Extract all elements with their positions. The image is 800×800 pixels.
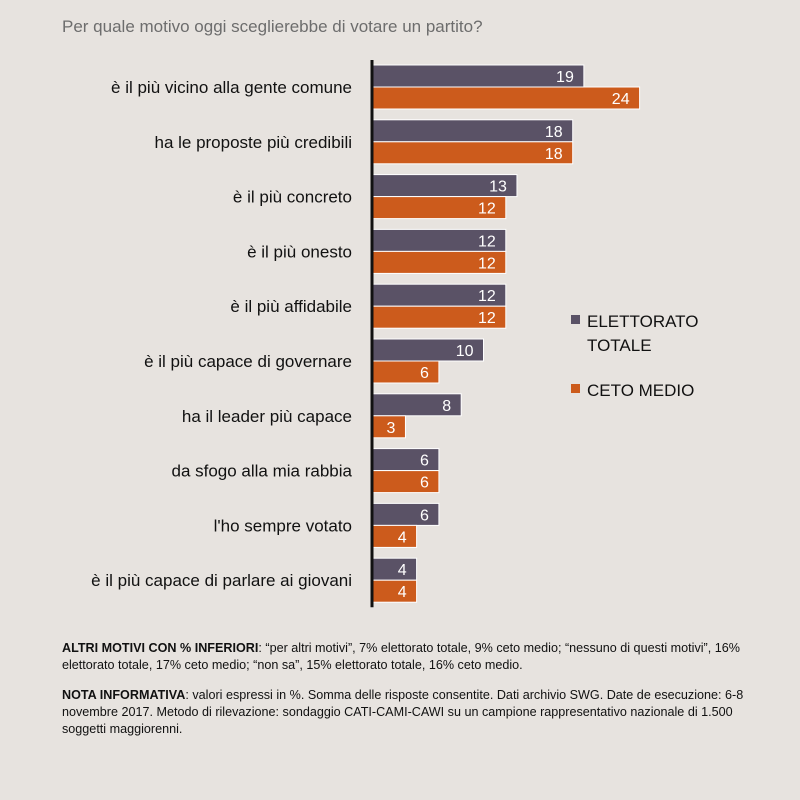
value-label-ceto-medio-3: 12 — [478, 255, 496, 272]
category-label-e-il-piu-vicino-alla-gente-comune: è il più vicino alla gente comune — [111, 78, 352, 97]
note-altri-motivi-text: : “per altri motivi”, 7% elettorato tota… — [62, 641, 740, 672]
bar-ceto-medio-1 — [371, 141, 574, 165]
bar-ceto-medio-9 — [371, 579, 418, 603]
legend-label-elettorato-totale-line1: ELETTORATO — [587, 312, 698, 331]
legend-label-ceto-medio: CETO MEDIO — [587, 381, 694, 400]
category-label-e-il-piu-onesto: è il più onesto — [247, 242, 352, 261]
bar-ceto-medio-0 — [371, 86, 641, 110]
value-label-elettorato-totale-1: 18 — [545, 124, 563, 141]
value-label-elettorato-totale-9: 4 — [398, 562, 407, 579]
note-altri-motivi: ALTRI MOTIVI CON % INFERIORI: “per altri… — [62, 640, 774, 674]
category-labels: è il più vicino alla gente comune ha le p… — [91, 78, 352, 590]
legend-swatch-ceto-medio — [571, 384, 580, 393]
note-informativa-label: NOTA INFORMATIVA — [62, 688, 186, 702]
value-label-ceto-medio-6: 3 — [387, 420, 396, 437]
category-label-e-il-piu-capace-di-parlare-ai-giovani: è il più capace di parlare ai giovani — [91, 571, 352, 590]
value-label-elettorato-totale-7: 6 — [420, 453, 429, 470]
bar-elettorato-totale-1 — [371, 119, 574, 143]
value-label-ceto-medio-4: 12 — [478, 310, 496, 327]
category-label-e-il-piu-concreto: è il più concreto — [233, 188, 352, 207]
value-label-ceto-medio-5: 6 — [420, 365, 429, 382]
note-informativa-text: : valori espressi in %. Somma delle risp… — [62, 688, 744, 736]
category-label-ha-il-leader-piu-capace: ha il leader più capace — [182, 407, 352, 426]
bar-elettorato-totale-0 — [371, 64, 585, 88]
value-label-ceto-medio-2: 12 — [478, 201, 496, 218]
note-altri-motivi-label: ALTRI MOTIVI CON % INFERIORI — [62, 641, 259, 655]
value-label-elettorato-totale-8: 6 — [420, 507, 429, 524]
value-label-elettorato-totale-3: 12 — [478, 233, 496, 250]
value-label-elettorato-totale-5: 10 — [456, 343, 474, 360]
value-label-ceto-medio-1: 18 — [545, 146, 563, 163]
category-label-ha-le-proposte-piu-credibili: ha le proposte più credibili — [154, 133, 352, 152]
value-label-elettorato-totale-2: 13 — [489, 179, 507, 196]
value-label-ceto-medio-9: 4 — [398, 584, 407, 601]
category-label-l-ho-sempre-votato: l'ho sempre votato — [214, 516, 352, 535]
category-label-da-sfogo-alla-mia-rabbia: da sfogo alla mia rabbia — [171, 462, 352, 481]
value-label-ceto-medio-0: 24 — [612, 91, 630, 108]
category-label-e-il-piu-capace-di-governare: è il più capace di governare — [144, 352, 352, 371]
value-label-ceto-medio-7: 6 — [420, 475, 429, 492]
category-label-e-il-piu-affidabile: è il più affidabile — [230, 297, 352, 316]
bar-elettorato-totale-9 — [371, 557, 418, 581]
notes: ALTRI MOTIVI CON % INFERIORI: “per altri… — [62, 640, 774, 751]
legend-label-elettorato-totale-line2: TOTALE — [587, 336, 652, 355]
value-label-elettorato-totale-6: 8 — [442, 398, 451, 415]
value-label-elettorato-totale-0: 19 — [556, 69, 574, 86]
legend-swatch-elettorato-totale — [571, 315, 580, 324]
note-informativa: NOTA INFORMATIVA: valori espressi in %. … — [62, 687, 774, 738]
legend: ELETTORATO TOTALE CETO MEDIO — [571, 312, 698, 400]
chart-title: Per quale motivo oggi sceglierebbe di vo… — [62, 17, 483, 36]
bar-ceto-medio-8 — [371, 524, 418, 548]
value-label-ceto-medio-8: 4 — [398, 529, 407, 546]
value-label-elettorato-totale-4: 12 — [478, 288, 496, 305]
